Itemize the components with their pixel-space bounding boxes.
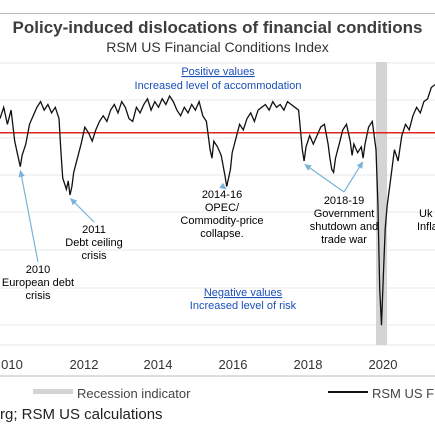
annotation-2018-19-line: trade war: [321, 234, 367, 246]
x-tick-label: 2020: [369, 357, 398, 372]
annotation-uk-line: Infla: [417, 221, 435, 233]
x-tick-label: 2018: [294, 357, 323, 372]
annotation-arrowhead: [18, 169, 25, 178]
legend-recession-label: Recession indicator: [77, 386, 191, 401]
gridlines: [0, 62, 435, 346]
annotation-arrow: [73, 201, 95, 223]
annotation-arrowhead: [304, 164, 312, 171]
x-axis-ticks: 010 2012 2014 2016 2018 2020: [1, 357, 397, 372]
negative-note-subtitle: Increased level of risk: [190, 300, 297, 312]
annotation-2010: 2010 European debt crisis: [2, 264, 74, 302]
annotation-2014-16: 2014-16 OPEC/ Commodity-price collapse.: [180, 189, 263, 240]
annotation-2010-line: European debt: [2, 277, 74, 289]
annotation-2018-19-line: 2018-19: [324, 195, 364, 207]
annotation-arrowhead: [356, 161, 364, 169]
annotation-uk: Uk Infla: [417, 208, 435, 233]
recession-bands: [376, 62, 388, 345]
annotation-arrow: [307, 166, 345, 193]
annotation-arrow: [343, 165, 361, 193]
annotation-2018-19: 2018-19 Government shutdown and trade wa…: [310, 195, 379, 246]
annotation-2018-19-line: Government: [314, 208, 375, 220]
chart-subtitle: RSM US Financial Conditions Index: [106, 39, 329, 55]
annotation-uk-line: Uk: [419, 208, 433, 220]
annotation-2014-16-line: collapse.: [200, 228, 243, 240]
source-note: rg; RSM US calculations: [0, 406, 163, 423]
chart-title: Policy-induced dislocations of financial…: [12, 18, 423, 37]
positive-note-title: Positive values: [181, 66, 255, 78]
annotation-2010-line: crisis: [25, 290, 51, 302]
annotation-2014-16-line: OPEC/: [205, 202, 240, 214]
annotation-2014-16-line: Commodity-price: [180, 215, 263, 227]
negative-note-title: Negative values: [204, 287, 283, 299]
x-tick-label: 010: [1, 357, 23, 372]
recession-band: [376, 62, 388, 345]
x-tick-label: 2014: [144, 357, 173, 372]
annotation-arrowhead: [219, 182, 227, 190]
x-tick-label: 2016: [219, 357, 248, 372]
annotation-2011-line: crisis: [81, 250, 107, 262]
positive-note-subtitle: Increased level of accommodation: [135, 80, 302, 92]
annotation-2011-line: Debt ceiling: [65, 237, 122, 249]
annotation-arrows: [18, 161, 364, 263]
annotation-arrow: [20, 174, 39, 263]
annotation-2014-16-line: 2014-16: [202, 189, 242, 201]
annotation-2018-19-line: shutdown and: [310, 221, 379, 233]
annotation-2010-line: 2010: [26, 264, 50, 276]
annotation-arrowhead: [70, 198, 78, 206]
series-line-rsm-fci: [0, 84, 435, 326]
annotation-2011: 2011 Debt ceiling crisis: [65, 224, 122, 262]
annotation-2011-line: 2011: [82, 224, 106, 236]
x-tick-label: 2012: [70, 357, 99, 372]
top-divider: [0, 13, 435, 14]
legend-recession-swatch: [33, 389, 73, 394]
legend-series-label: RSM US F: [372, 386, 435, 401]
